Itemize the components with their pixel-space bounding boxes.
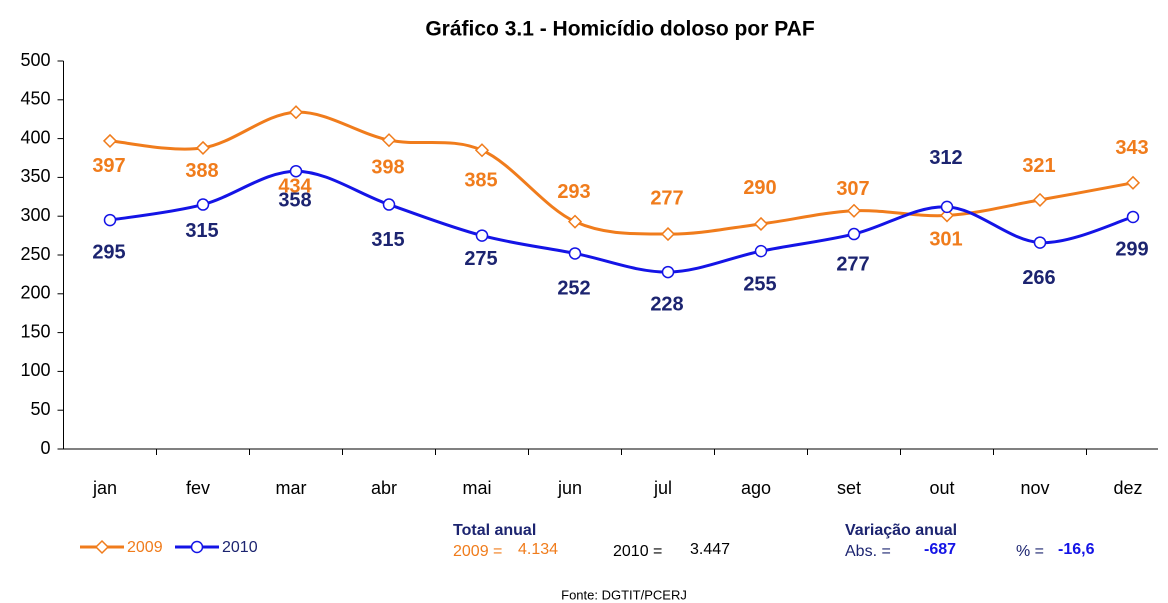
abs-label: Abs. = bbox=[845, 543, 891, 560]
abs-value: -687 bbox=[924, 541, 956, 558]
total-2009: 4.134 bbox=[518, 541, 558, 558]
y-tick-label: 150 bbox=[20, 321, 50, 341]
data-label: 397 bbox=[92, 155, 125, 177]
x-tick-label: jun bbox=[557, 478, 582, 498]
x-tick-label: jan bbox=[92, 478, 117, 498]
point bbox=[939, 208, 955, 223]
total-2010-label: 2010 = bbox=[613, 543, 662, 560]
point bbox=[661, 265, 675, 279]
point bbox=[846, 203, 862, 218]
data-label: 321 bbox=[1022, 155, 1055, 177]
y-tick-label: 350 bbox=[20, 166, 50, 186]
point bbox=[847, 227, 861, 241]
y-tick-label: 200 bbox=[20, 283, 50, 303]
y-tick-label: 450 bbox=[20, 89, 50, 109]
y-tick-label: 300 bbox=[20, 205, 50, 225]
x-tick-label: dez bbox=[1113, 478, 1142, 498]
point bbox=[660, 226, 676, 242]
legend-label: 2009 bbox=[127, 539, 163, 556]
variation-title: Variação anual bbox=[845, 522, 957, 539]
y-tick-label: 100 bbox=[20, 360, 50, 380]
data-label: 307 bbox=[836, 178, 869, 200]
point bbox=[288, 105, 304, 120]
y-tick-label: 50 bbox=[30, 399, 50, 419]
data-label: 388 bbox=[185, 160, 218, 182]
source: Fonte: DGTIT/PCERJ bbox=[561, 587, 687, 602]
legend-marker bbox=[190, 540, 204, 554]
data-label: 385 bbox=[464, 170, 497, 192]
total-2010: 3.447 bbox=[690, 541, 730, 558]
data-label: 228 bbox=[650, 293, 683, 315]
point bbox=[382, 198, 396, 211]
point bbox=[103, 213, 117, 227]
legend-marker bbox=[94, 539, 110, 555]
point bbox=[753, 216, 769, 232]
point bbox=[567, 214, 583, 229]
point bbox=[1032, 192, 1048, 207]
data-label: 299 bbox=[1115, 238, 1148, 260]
data-label: 295 bbox=[92, 241, 125, 263]
total-2009-label: 2009 = bbox=[453, 543, 502, 560]
x-tick-label: mar bbox=[276, 478, 307, 498]
data-label: 252 bbox=[557, 278, 590, 300]
data-label: 398 bbox=[371, 156, 404, 178]
legend-label: 2010 bbox=[222, 539, 258, 556]
data-label: 255 bbox=[743, 273, 776, 295]
pct-value: -16,6 bbox=[1058, 541, 1095, 558]
data-label: 315 bbox=[371, 229, 404, 251]
point bbox=[568, 247, 582, 260]
data-label: 275 bbox=[464, 248, 497, 270]
x-tick-label: ago bbox=[741, 478, 771, 498]
series-line bbox=[109, 169, 1134, 274]
chart-title: Gráfico 3.1 - Homicídio doloso por PAF bbox=[425, 18, 814, 41]
data-label: 266 bbox=[1022, 267, 1055, 289]
y-tick-label: 500 bbox=[20, 50, 50, 70]
x-tick-label: set bbox=[837, 478, 861, 498]
x-tick-label: jul bbox=[653, 478, 672, 498]
data-label: 293 bbox=[557, 181, 590, 203]
point bbox=[475, 229, 489, 242]
data-label: 312 bbox=[929, 147, 962, 169]
point bbox=[102, 133, 118, 148]
data-label: 277 bbox=[836, 253, 869, 275]
data-label: 434 bbox=[278, 175, 312, 197]
point bbox=[474, 143, 490, 158]
data-label: 315 bbox=[185, 220, 218, 242]
x-tick-label: abr bbox=[371, 478, 397, 498]
pct-label: % = bbox=[1016, 543, 1044, 560]
data-label: 277 bbox=[650, 187, 683, 209]
point bbox=[195, 140, 211, 155]
point bbox=[196, 198, 210, 211]
total-title: Total anual bbox=[453, 522, 536, 539]
point bbox=[1033, 236, 1047, 249]
point bbox=[1126, 210, 1140, 224]
point bbox=[381, 133, 397, 148]
data-label: 301 bbox=[929, 229, 962, 251]
y-tick-label: 0 bbox=[40, 438, 50, 458]
x-tick-label: out bbox=[929, 478, 954, 498]
data-label: 343 bbox=[1115, 137, 1148, 159]
x-tick-label: mai bbox=[462, 478, 491, 498]
x-tick-label: fev bbox=[186, 478, 210, 498]
data-label: 290 bbox=[743, 177, 776, 199]
point bbox=[289, 164, 303, 178]
point bbox=[1125, 175, 1141, 190]
point bbox=[940, 200, 954, 214]
x-tick-label: nov bbox=[1020, 478, 1049, 498]
y-tick-label: 250 bbox=[20, 244, 50, 264]
y-tick-label: 400 bbox=[20, 127, 50, 147]
data-label: 358 bbox=[278, 189, 311, 211]
point bbox=[754, 244, 768, 258]
